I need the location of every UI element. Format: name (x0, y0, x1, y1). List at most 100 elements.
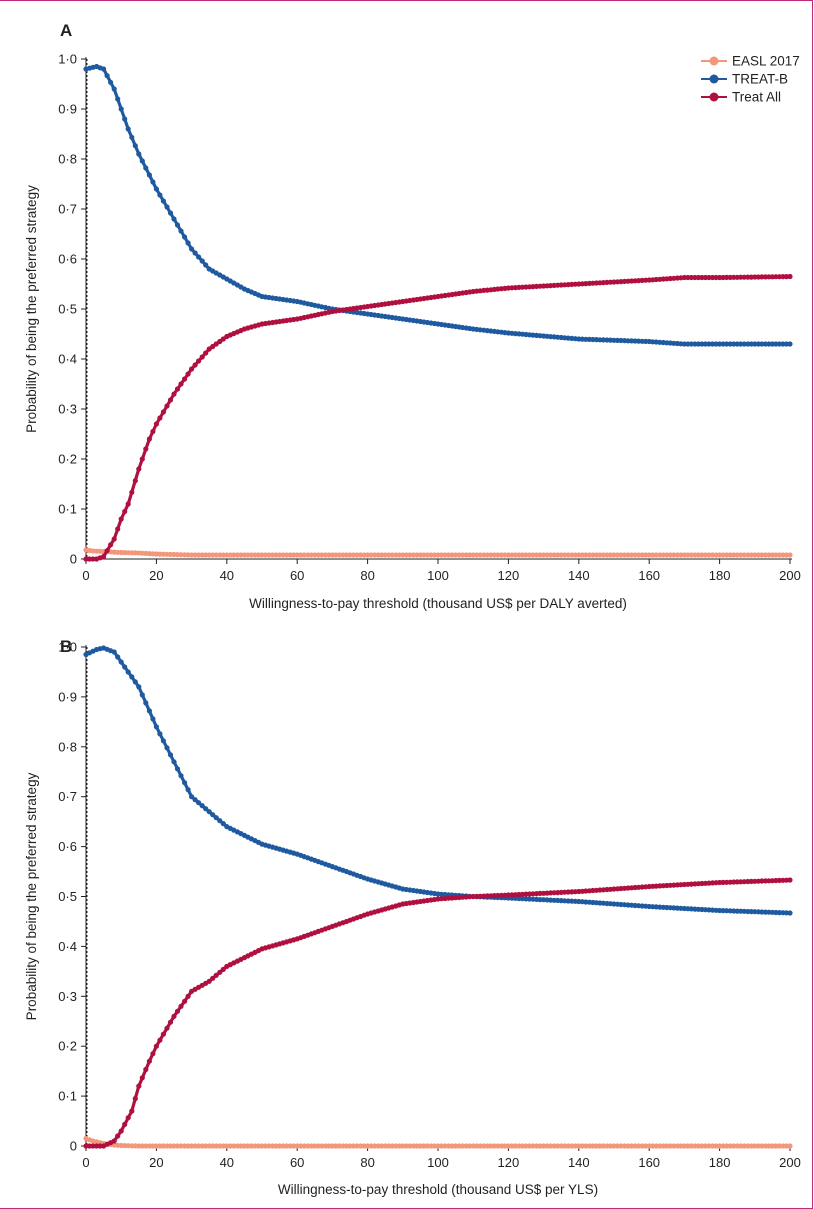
x-tick-label: 60 (290, 1155, 304, 1170)
data-point (178, 381, 184, 387)
y-tick-label: 0·7 (58, 202, 77, 217)
y-tick-label: 1·0 (58, 52, 77, 67)
data-point (424, 1143, 430, 1149)
data-point (266, 1143, 272, 1149)
data-point (136, 1083, 142, 1089)
data-point (284, 1143, 290, 1149)
data-point (301, 1143, 307, 1149)
data-point (688, 1143, 695, 1149)
data-point (336, 552, 342, 558)
data-point (206, 978, 212, 984)
data-point (90, 556, 96, 562)
data-point (600, 1143, 607, 1149)
series-treatb (83, 63, 793, 347)
x-tick-label: 140 (568, 1155, 590, 1170)
data-point (185, 240, 191, 246)
data-point (203, 262, 209, 268)
data-point (724, 341, 730, 347)
x-tick-label: 180 (709, 568, 731, 583)
x-tick-label: 140 (568, 568, 590, 583)
data-point (111, 649, 117, 655)
data-point (460, 552, 466, 558)
series-line (85, 646, 791, 915)
data-point (206, 809, 212, 815)
data-point (164, 204, 170, 210)
x-tick-label: 180 (709, 1155, 731, 1170)
data-point (139, 692, 145, 698)
data-point (600, 552, 607, 558)
data-point (150, 179, 156, 185)
data-point (354, 1143, 360, 1149)
data-point (653, 552, 659, 558)
series-treatall (83, 877, 793, 1149)
y-tick-label: 0·5 (58, 302, 77, 317)
data-point (129, 134, 135, 140)
data-point (336, 1143, 342, 1149)
data-point (157, 415, 163, 421)
y-tick-label: 0·9 (58, 102, 77, 117)
data-point (189, 366, 195, 372)
data-point (143, 165, 149, 171)
y-axis-label: Probability of being the preferred strat… (24, 772, 39, 1020)
data-point (653, 1143, 659, 1149)
series-easl (83, 547, 793, 558)
data-point (160, 1031, 166, 1037)
data-point (143, 446, 149, 452)
data-point (477, 1143, 483, 1149)
data-point (530, 1143, 536, 1149)
y-tick-label: 0·4 (58, 352, 77, 367)
y-tick-label: 0·7 (58, 789, 77, 804)
data-point (178, 1143, 184, 1149)
data-point (118, 1128, 124, 1134)
data-point (776, 341, 783, 347)
data-point (185, 993, 191, 999)
data-point (442, 1143, 448, 1149)
data-point (477, 552, 483, 558)
x-tick-label: 0 (82, 568, 89, 583)
data-point (741, 552, 747, 558)
data-point (150, 716, 156, 722)
data-point (118, 516, 124, 522)
legend: EASL 2017 TREAT-B Treat All (701, 54, 800, 105)
data-point (495, 1143, 501, 1149)
data-point (407, 1143, 413, 1149)
x-tick-label: 120 (498, 568, 520, 583)
data-point (157, 192, 163, 198)
data-point (319, 552, 325, 558)
data-point (150, 1051, 156, 1057)
data-point (115, 654, 121, 660)
y-tick-label: 0·1 (58, 1089, 77, 1104)
data-point (671, 552, 677, 558)
data-point (104, 548, 110, 554)
panel-label: A (60, 21, 72, 40)
data-point (231, 552, 237, 558)
data-point (724, 552, 730, 558)
x-tick-label: 60 (290, 568, 304, 583)
data-point (688, 552, 695, 558)
panel-b: B 0 0·1 0·2 0·3 0·4 0·5 0·6 0·7 0·8 0·9 1·0 0 20 40 60 8… (24, 637, 801, 1197)
data-point (759, 1143, 765, 1149)
data-point (115, 96, 121, 102)
data-point (143, 1066, 149, 1073)
legend-item: TREAT-B (701, 72, 788, 87)
data-point (407, 552, 413, 558)
data-point (171, 216, 177, 222)
data-point (213, 1143, 219, 1149)
data-point (139, 456, 145, 462)
data-point (548, 552, 554, 558)
x-axis-label: Willingness-to-pay threshold (thousand U… (278, 1182, 598, 1197)
data-point (319, 1143, 325, 1149)
data-point (189, 794, 195, 800)
y-axis-label: Probability of being the preferred strat… (24, 185, 39, 433)
data-point (101, 66, 107, 72)
data-point (199, 803, 205, 809)
data-point (167, 752, 174, 758)
data-point (199, 258, 205, 264)
data-point (125, 669, 131, 675)
data-point (217, 969, 223, 975)
data-point (706, 552, 712, 558)
y-tick-label: 0·6 (58, 252, 77, 267)
data-point (424, 552, 430, 558)
y-tick-label: 0·5 (58, 889, 77, 904)
data-point (787, 1143, 793, 1149)
